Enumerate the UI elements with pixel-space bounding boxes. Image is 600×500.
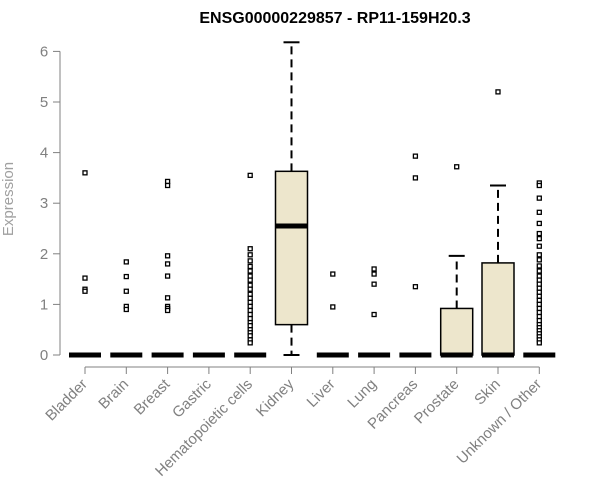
box-pancreas <box>399 153 432 358</box>
iqr-box <box>274 170 309 326</box>
outlier-point <box>247 172 253 179</box>
outlier-point <box>247 286 253 292</box>
outlier-point <box>371 281 377 287</box>
outlier-point <box>164 253 171 259</box>
y-tick-label: 3 <box>40 195 48 212</box>
outlier-point <box>164 273 171 279</box>
outlier-point <box>371 311 377 318</box>
outlier-point <box>82 170 88 176</box>
y-tick-label: 5 <box>40 94 48 111</box>
outlier-point <box>371 271 377 277</box>
outlier-point <box>247 268 253 274</box>
outlier-point <box>412 175 419 181</box>
outlier-point <box>536 235 542 242</box>
outlier-point <box>412 284 419 290</box>
outlier-point <box>330 271 336 277</box>
outlier-point <box>164 261 171 267</box>
outlier-point <box>164 182 171 189</box>
x-tick-label: Lung <box>344 376 380 412</box>
outlier-point <box>164 307 171 314</box>
y-tick-label: 1 <box>40 296 48 313</box>
box-prostate <box>439 164 474 358</box>
outlier-point <box>536 263 542 269</box>
y-tick-label: 2 <box>40 246 48 263</box>
outlier-point <box>123 273 129 280</box>
box-lung <box>358 266 391 358</box>
box-liver <box>316 271 349 358</box>
box-bladder <box>69 170 101 358</box>
y-tick-label: 6 <box>40 43 48 60</box>
plot-area <box>69 41 556 358</box>
outlier-point <box>123 288 129 294</box>
y-axis: 0 1 2 3 4 5 6 <box>40 43 61 364</box>
outlier-point <box>123 306 129 313</box>
box-unknown-other <box>523 180 556 358</box>
outlier-point <box>454 164 460 170</box>
iqr-box <box>439 307 474 356</box>
y-tick-label: 0 <box>40 347 48 364</box>
box-skin <box>481 89 515 358</box>
outlier-point <box>536 195 542 201</box>
box-kidney <box>274 41 309 356</box>
outlier-point <box>536 182 542 189</box>
x-tick-label: Brain <box>95 376 132 413</box>
outlier-point <box>536 243 542 249</box>
outlier-point <box>536 268 542 274</box>
x-tick-label: Bladder <box>42 376 91 425</box>
outlier-point <box>82 275 88 281</box>
outlier-point <box>536 340 542 346</box>
y-axis-title: Expression <box>0 162 17 236</box>
x-tick-label: Kidney <box>253 375 298 420</box>
outlier-point <box>536 220 542 227</box>
outlier-point <box>82 288 88 294</box>
outlier-point <box>247 263 253 270</box>
outlier-point <box>371 266 377 272</box>
x-tick-label: Prostate <box>411 376 463 428</box>
outlier-point <box>412 153 419 159</box>
outlier-point <box>247 258 253 264</box>
outlier-point <box>536 209 542 215</box>
outlier-point <box>536 230 542 237</box>
x-tick-label: Skin <box>471 376 504 409</box>
outlier-point <box>330 304 336 310</box>
outlier-point <box>164 295 171 301</box>
y-tick-label: 4 <box>40 145 48 162</box>
chart-title: ENSG00000229857 - RP11-159H20.3 <box>199 10 470 27</box>
outlier-point <box>247 340 253 346</box>
x-tick-label: Breast <box>131 375 174 418</box>
outlier-point <box>536 257 542 263</box>
outlier-point <box>247 246 253 252</box>
outlier-point <box>123 259 129 265</box>
iqr-box <box>481 262 515 356</box>
box-brain <box>110 259 143 358</box>
outlier-point <box>247 252 253 258</box>
outlier-point <box>536 252 542 258</box>
x-tick-label: Liver <box>304 376 339 411</box>
box-breast <box>151 178 184 358</box>
outlier-point <box>247 277 253 283</box>
outlier-point <box>495 89 501 95</box>
box-hematopoietic-cells <box>234 172 267 358</box>
